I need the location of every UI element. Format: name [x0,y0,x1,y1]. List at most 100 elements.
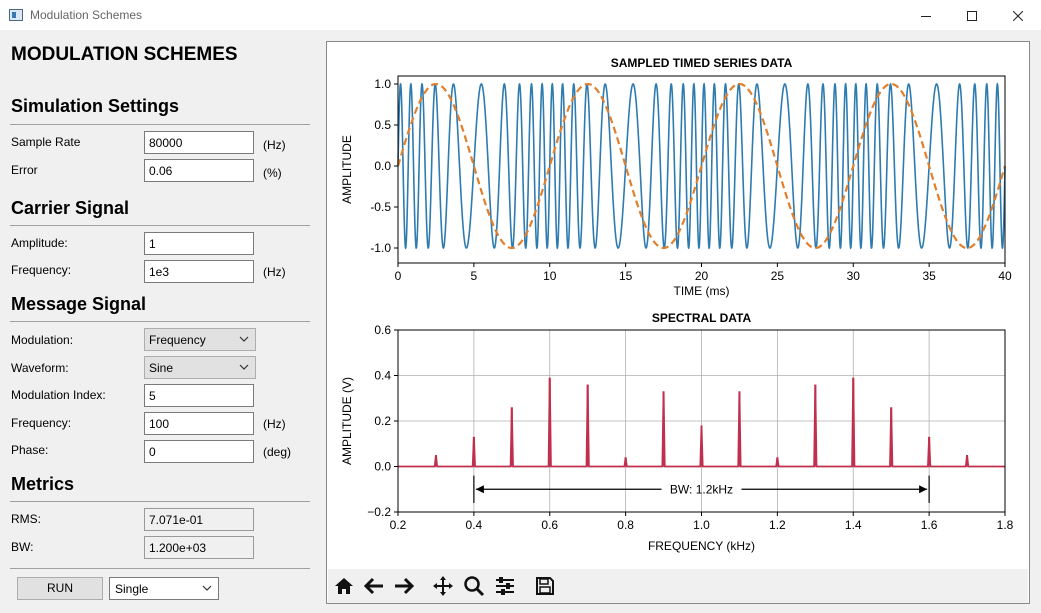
save-button[interactable] [532,574,558,598]
pan-icon [433,576,453,596]
carrier-frequency-label: Frequency: [11,263,72,277]
message-frequency-label: Frequency: [11,416,72,430]
waveform-select[interactable]: Sine [144,356,256,379]
x-tick-label: 0.8 [617,518,634,532]
app-icon [9,9,23,21]
y-tick-label: 0.0 [374,159,391,173]
x-tick-label: 0 [395,269,402,283]
x-tick-label: 1.0 [693,518,710,532]
minimize-button[interactable] [903,0,949,31]
x-tick-label: 5 [471,269,478,283]
title-bar: Modulation Schemes [0,0,1041,31]
error-input[interactable]: 0.06 [144,159,254,182]
bw-arrowhead-right [919,485,928,494]
x-tick-label: 35 [922,269,936,283]
error-unit: (%) [263,166,282,180]
sample-rate-label: Sample Rate [11,135,81,149]
pan-button[interactable] [430,574,456,598]
message-signal-title: Message Signal [11,294,147,314]
home-button[interactable] [331,574,357,598]
y-tick-label: 0.5 [374,118,391,132]
phase-input[interactable]: 0 [144,440,254,463]
home-icon [335,578,353,594]
x-tick-label: 25 [771,269,785,283]
carrier-frequency-input[interactable]: 1e3 [144,260,254,283]
simulation-settings-title: Simulation Settings [11,96,180,116]
section-divider [10,124,310,125]
y-tick-label: 0.0 [374,460,391,474]
forward-button[interactable] [391,574,417,598]
time-plot-title: SAMPLED TIMED SERIES DATA [611,56,793,70]
chevron-down-icon [239,364,249,370]
section-divider [10,321,310,322]
spectrum-plot-title: SPECTRAL DATA [652,311,752,325]
x-tick-label: 0.6 [541,518,558,532]
sample-rate-unit: (Hz) [263,138,286,152]
phase-label: Phase: [11,443,49,457]
configure-subplots-button[interactable] [492,574,518,598]
y-tick-label: 1.0 [374,77,391,91]
run-button[interactable]: RUN [17,577,103,600]
error-label: Error [11,163,38,177]
sample-rate-input[interactable]: 80000 [144,131,254,154]
plot-figure[interactable]: 0 5 10 15 20 25 30 35 40 1.0 0.5 0.0 -0.5 -1.0 SAMPLED… [327,42,1029,569]
x-tick-label: 1.4 [845,518,862,532]
x-tick-label: 0.4 [466,518,483,532]
section-divider [10,225,310,226]
x-tick-label: 0.2 [390,518,407,532]
metrics-title: Metrics [11,474,75,494]
y-tick-label: −0.2 [367,505,391,519]
carrier-amplitude-input[interactable]: 1 [144,232,254,255]
back-button[interactable] [361,574,387,598]
bw-arrowhead-left [475,485,484,494]
waveform-value: Sine [149,361,174,375]
x-tick-label: 1.2 [769,518,786,532]
zoom-button[interactable] [461,574,487,598]
x-tick-label: 1.8 [997,518,1014,532]
forward-arrow-icon [395,577,415,595]
x-tick-label: 40 [998,269,1012,283]
modulation-label: Modulation: [11,333,74,347]
y-tick-label: 0.6 [374,323,391,337]
message-frequency-unit: (Hz) [263,417,286,431]
y-tick-label: 0.2 [374,414,391,428]
bw-output: 1.200e+03 [144,536,254,559]
modulation-select[interactable]: Frequency [144,328,256,351]
message-frequency-input[interactable]: 100 [144,412,254,435]
time-plot-ylabel: AMPLITUDE [340,135,354,204]
message-signal-line [396,82,1007,250]
maximize-button[interactable] [949,0,995,31]
carrier-amplitude-label: Amplitude: [11,236,68,250]
modulation-index-label: Modulation Index: [11,388,106,402]
save-icon [536,577,554,595]
y-tick-label: 0.4 [374,369,391,383]
time-plot-xlabel: TIME (ms) [674,284,730,298]
minimize-icon [921,15,931,17]
phase-unit: (deg) [263,445,292,459]
spectrum-plot-xlabel: FREQUENCY (kHz) [648,539,755,553]
plot-toolbar [328,569,1028,603]
bw-label: BW: [11,540,34,554]
section-divider [10,568,310,569]
rms-label: RMS: [11,512,41,526]
x-tick-label: 30 [847,269,861,283]
plot-canvas: 0 5 10 15 20 25 30 35 40 1.0 0.5 0.0 -0.5 -1.0 SAMPLED… [326,41,1030,604]
zoom-icon [464,576,485,597]
rms-output: 7.071e-01 [144,508,254,531]
modulation-index-input[interactable]: 5 [144,384,254,407]
back-arrow-icon [363,577,383,595]
configure-subplots-icon [496,577,514,595]
x-tick-label: 15 [619,269,633,283]
chevron-down-icon [202,585,212,591]
carrier-frequency-unit: (Hz) [263,265,286,279]
x-tick-label: 10 [543,269,557,283]
run-mode-value: Single [115,582,149,596]
x-tick-label: 20 [695,269,709,283]
close-button[interactable] [995,0,1041,31]
run-mode-select[interactable]: Single [109,577,219,600]
carrier-signal-title: Carrier Signal [11,198,130,218]
maximize-icon [967,10,977,21]
window-title: Modulation Schemes [30,8,143,22]
chevron-down-icon [239,336,249,342]
section-divider [10,501,310,502]
